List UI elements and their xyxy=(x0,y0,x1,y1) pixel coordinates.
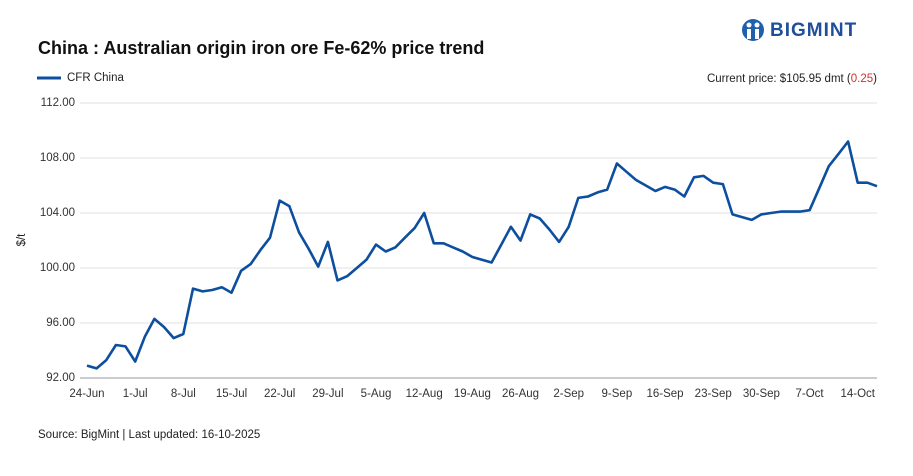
x-tick-label: 12-Aug xyxy=(406,388,443,400)
x-tick-label: 30-Sep xyxy=(743,388,780,400)
x-tick-label: 15-Jul xyxy=(216,388,247,400)
x-tick-label: 5-Aug xyxy=(361,388,392,400)
x-tick-label: 24-Jun xyxy=(69,388,104,400)
x-tick-label: 19-Aug xyxy=(454,388,491,400)
current-price: Current price: $105.95 dmt (0.25) xyxy=(707,73,877,85)
current-price-text: Current price: $105.95 dmt ( xyxy=(707,73,851,85)
logo-icon-bar xyxy=(755,29,759,39)
legend-label: CFR China xyxy=(67,72,124,84)
y-tick-label: 100.00 xyxy=(40,262,75,274)
logo-icon-bar xyxy=(747,29,751,39)
source: Source: BigMint | Last updated: 16-10-20… xyxy=(38,429,260,441)
x-tick-label: 8-Jul xyxy=(171,388,196,400)
x-tick-label: 26-Aug xyxy=(502,388,539,400)
x-tick-label: 16-Sep xyxy=(647,388,684,400)
y-tick-label: 96.00 xyxy=(46,317,75,329)
x-tick-label: 23-Sep xyxy=(695,388,732,400)
logo: BIGMINT xyxy=(742,19,857,41)
y-axis-label: $/t xyxy=(16,233,28,247)
x-tick-label: 7-Oct xyxy=(795,388,824,400)
y-tick-label: 112.00 xyxy=(41,97,75,109)
price-change: 0.25 xyxy=(851,73,873,85)
x-tick-label: 1-Jul xyxy=(123,388,148,400)
x-tick-label: 9-Sep xyxy=(602,388,633,400)
logo-icon xyxy=(742,19,764,41)
y-tick-label: 92.00 xyxy=(46,372,75,384)
y-tick-label: 108.00 xyxy=(40,152,75,164)
brand: BIGMINT xyxy=(770,20,857,41)
current-price-suffix: ) xyxy=(873,73,877,85)
chart-title: China : Australian origin iron ore Fe-62… xyxy=(38,38,484,58)
x-tick-label: 22-Jul xyxy=(264,388,295,400)
logo-icon-dot xyxy=(754,22,760,28)
x-tick-label: 2-Sep xyxy=(553,388,584,400)
y-tick-label: 104.00 xyxy=(40,207,75,219)
x-tick-label: 29-Jul xyxy=(312,388,343,400)
logo-icon-dot xyxy=(746,22,752,28)
price-line xyxy=(86,140,878,370)
x-tick-label: 14-Oct xyxy=(840,388,875,400)
